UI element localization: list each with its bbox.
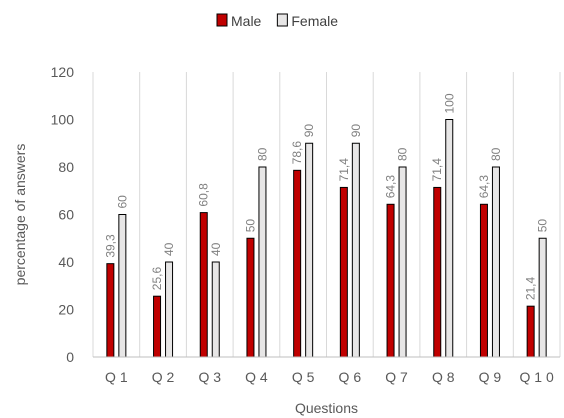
bar-male: [293, 169, 302, 358]
data-labels: 39,3 25,6 60,8 50 78,6 71,4 64,3 71,4 64,3 21,4 60…: [103, 93, 549, 300]
data-label: 25,6: [150, 267, 164, 291]
data-label: 71,4: [337, 158, 351, 182]
x-tick-label: Q 5: [292, 369, 315, 385]
y-tick-label: 0: [66, 349, 74, 365]
bar-female: [538, 237, 547, 358]
legend-swatch-male: [216, 13, 228, 27]
data-label: 71,4: [430, 158, 444, 182]
data-label: 100: [442, 93, 456, 113]
x-axis-title: Questions: [295, 400, 358, 416]
grid-lines: [92, 72, 561, 357]
x-tick-label: Q 8: [432, 369, 455, 385]
x-tick-label: Q 1 0: [520, 369, 554, 385]
y-tick-label: 120: [51, 64, 75, 80]
y-tick-label: 40: [58, 254, 74, 270]
bar-female: [305, 142, 314, 358]
legend: Male Female: [216, 13, 338, 29]
x-tick-labels: Q 1 Q 2 Q 3 Q 4 Q 5 Q 6 Q 7 Q 8 Q 9 Q 1 0: [105, 369, 554, 385]
data-label: 90: [349, 124, 363, 138]
bar-female: [351, 142, 360, 358]
bar-male: [339, 186, 348, 358]
x-tick-label: Q 9: [479, 369, 502, 385]
bar-female: [258, 166, 267, 358]
bar-male: [106, 263, 115, 358]
x-tick-label: Q 7: [385, 369, 408, 385]
data-label: 78,6: [290, 141, 304, 165]
data-label: 80: [489, 147, 503, 161]
bar-female: [211, 261, 220, 358]
data-label: 40: [209, 242, 223, 256]
data-label: 21,4: [524, 276, 538, 300]
data-label: 50: [536, 219, 550, 233]
bar-female: [165, 261, 174, 358]
data-label: 80: [396, 147, 410, 161]
data-label: 60: [115, 195, 129, 209]
bar-male: [526, 305, 535, 358]
bar-male: [153, 295, 162, 358]
bar-male: [479, 203, 488, 358]
data-label: 64,3: [477, 175, 491, 199]
data-label: 80: [255, 147, 269, 161]
bar-female: [491, 166, 500, 358]
bar-female: [445, 119, 454, 358]
data-label: 39,3: [103, 234, 117, 258]
data-label: 60,8: [197, 183, 211, 207]
data-label: 40: [162, 242, 176, 256]
bar-female: [398, 166, 407, 358]
x-tick-label: Q 1: [105, 369, 128, 385]
y-tick-labels: 0 20 40 60 80 100 120: [51, 64, 75, 365]
data-label: 50: [243, 219, 257, 233]
legend-swatch-female: [276, 13, 288, 27]
y-tick-label: 80: [58, 159, 74, 175]
bar-male: [199, 212, 208, 358]
y-tick-label: 20: [58, 302, 74, 318]
x-tick-label: Q 4: [245, 369, 268, 385]
data-label: 64,3: [384, 175, 398, 199]
x-tick-label: Q 6: [339, 369, 362, 385]
bar-male: [386, 203, 395, 358]
bar-male: [246, 237, 255, 358]
y-axis-title: percentage of answers: [12, 144, 28, 286]
y-tick-label: 100: [51, 112, 75, 128]
legend-label-female: Female: [291, 13, 338, 29]
legend-label-male: Male: [231, 13, 262, 29]
data-label: 90: [302, 124, 316, 138]
bar-male: [433, 186, 442, 358]
y-tick-label: 60: [58, 207, 74, 223]
bar-female: [118, 214, 127, 358]
x-tick-label: Q 3: [198, 369, 221, 385]
x-tick-label: Q 2: [152, 369, 175, 385]
